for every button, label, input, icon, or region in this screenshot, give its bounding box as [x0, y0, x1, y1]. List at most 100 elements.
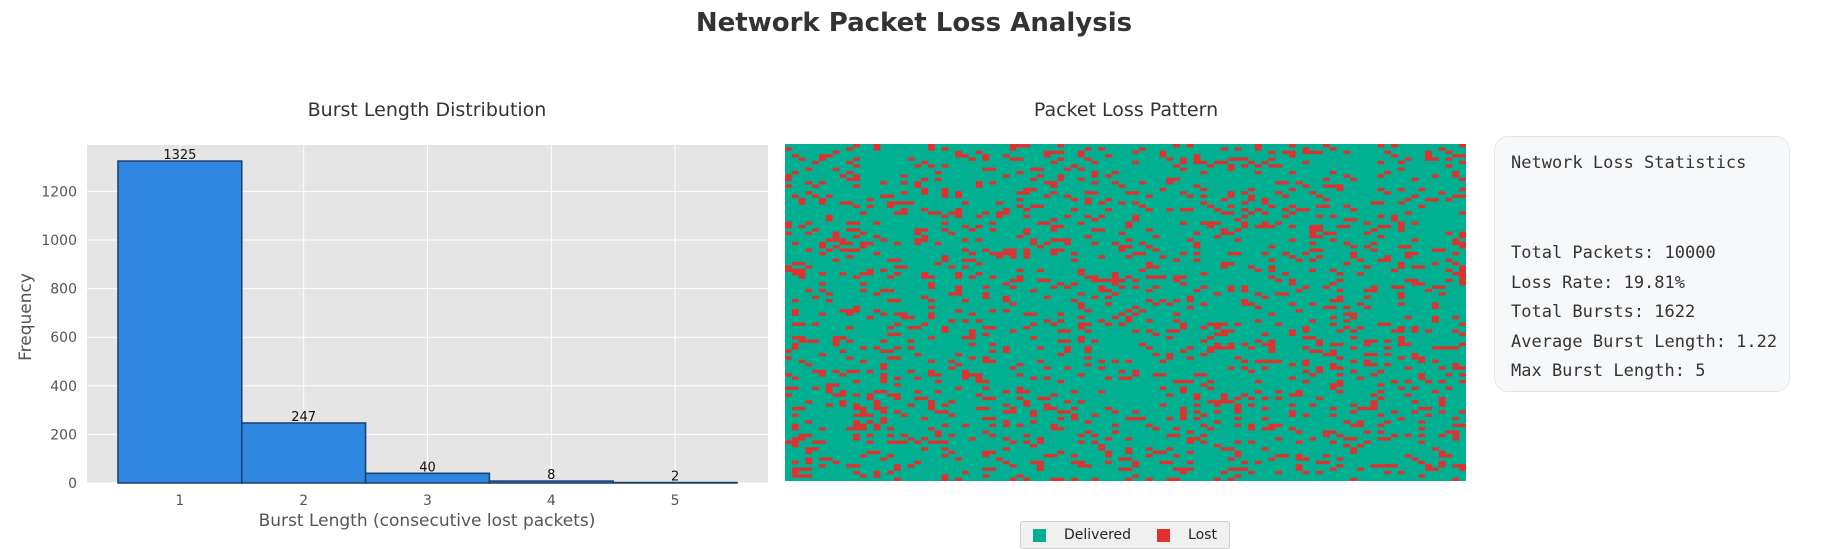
lost-packet-cell — [1214, 403, 1221, 406]
lost-packet-cell — [1330, 323, 1337, 326]
lost-packet-cell — [1126, 360, 1133, 363]
bar-chart-title: Burst Length Distribution — [308, 99, 547, 121]
lost-packet-cell — [1241, 302, 1255, 305]
lost-packet-cell — [1432, 390, 1439, 393]
lost-packet-cell — [1418, 188, 1425, 191]
lost-packet-cell — [1316, 471, 1323, 474]
lost-packet-cell — [853, 471, 860, 474]
lost-packet-cell — [1194, 417, 1201, 420]
lost-packet-cell — [1194, 161, 1208, 164]
lost-packet-cell — [1010, 407, 1017, 410]
lost-packet-cell — [1391, 410, 1398, 413]
lost-packet-cell — [1044, 403, 1051, 406]
lost-packet-cell — [839, 350, 846, 353]
lost-packet-cell — [1398, 225, 1405, 228]
lost-packet-cell — [1214, 478, 1221, 481]
lost-packet-cell — [1452, 424, 1466, 427]
lost-packet-cell — [1405, 157, 1412, 160]
lost-packet-cell — [962, 373, 982, 376]
lost-packet-cell — [1262, 161, 1269, 164]
lost-packet-cell — [1112, 292, 1119, 295]
bar — [118, 161, 242, 483]
lost-packet-cell — [914, 232, 921, 235]
lost-packet-cell — [833, 151, 840, 154]
lost-packet-cell — [1371, 464, 1398, 467]
lost-packet-cell — [805, 232, 812, 235]
lost-packet-cell — [962, 238, 969, 241]
lost-packet-cell — [1023, 313, 1037, 316]
lost-packet-cell — [1200, 441, 1207, 444]
lost-packet-cell — [1323, 198, 1330, 201]
lost-packet-cell — [853, 407, 867, 410]
lost-packet-cell — [1398, 343, 1412, 346]
lost-packet-cell — [1323, 184, 1343, 187]
lost-packet-cell — [1289, 302, 1296, 305]
lost-packet-cell — [921, 437, 928, 440]
lost-packet-cell — [792, 474, 812, 477]
lost-packet-cell — [819, 464, 826, 467]
lost-packet-cell — [1337, 356, 1344, 359]
lost-packet-cell — [921, 178, 928, 181]
lost-packet-cell — [1459, 333, 1466, 336]
lost-packet-cell — [1439, 380, 1446, 383]
lost-packet-cell — [1452, 366, 1466, 369]
lost-packet-cell — [1003, 410, 1017, 413]
lost-packet-cell — [1160, 403, 1167, 406]
lost-packet-cell — [1003, 420, 1010, 423]
lost-packet-cell — [1037, 245, 1044, 248]
legend-label-lost: Lost — [1188, 527, 1217, 543]
lost-packet-cell — [921, 272, 928, 275]
lost-packet-cell — [1309, 437, 1316, 440]
lost-packet-cell — [1452, 464, 1466, 467]
lost-packet-cell — [1166, 356, 1173, 359]
lost-packet-cell — [785, 184, 792, 187]
lost-packet-cell — [1194, 232, 1201, 235]
lost-packet-cell — [792, 323, 806, 326]
lost-packet-cell — [1228, 478, 1235, 481]
lost-packet-cell — [1091, 181, 1098, 184]
lost-packet-cell — [1112, 430, 1119, 433]
lost-packet-cell — [1180, 191, 1187, 194]
lost-packet-cell — [1343, 319, 1350, 322]
lost-packet-cell — [1017, 275, 1024, 278]
lost-packet-cell — [935, 390, 942, 393]
lost-packet-cell — [1289, 333, 1296, 336]
lost-packet-cell — [1316, 205, 1330, 208]
lost-packet-cell — [1187, 144, 1194, 147]
lost-packet-cell — [1275, 222, 1282, 225]
lost-packet-cell — [1003, 350, 1010, 353]
lost-packet-cell — [819, 457, 833, 460]
lost-packet-cell — [1343, 437, 1357, 440]
lost-packet-cell — [1091, 279, 1125, 282]
lost-packet-cell — [1371, 201, 1385, 204]
lost-packet-cell — [1139, 205, 1146, 208]
lost-packet-cell — [1214, 326, 1221, 329]
lost-packet-cell — [1398, 387, 1405, 390]
lost-packet-cell — [1255, 225, 1275, 228]
lost-packet-cell — [1017, 474, 1024, 477]
lost-packet-cell — [880, 410, 887, 413]
lost-packet-cell — [839, 272, 846, 275]
lost-packet-cell — [1330, 414, 1337, 417]
lost-packet-cell — [1010, 366, 1017, 369]
lost-packet-cell — [1337, 464, 1344, 467]
lost-packet-cell — [1350, 178, 1357, 181]
lost-packet-cell — [1126, 319, 1133, 322]
lost-packet-cell — [1200, 272, 1207, 275]
lost-packet-cell — [1371, 228, 1378, 231]
lost-packet-cell — [853, 184, 860, 187]
lost-packet-cell — [1296, 309, 1303, 312]
lost-packet-cell — [1023, 434, 1030, 437]
lost-packet-cell — [1269, 350, 1276, 353]
lost-packet-cell — [1126, 238, 1133, 241]
lost-packet-cell — [894, 242, 901, 245]
lost-packet-cell — [1132, 218, 1139, 221]
lost-packet-cell — [1337, 380, 1344, 383]
lost-packet-cell — [914, 377, 921, 380]
lost-packet-cell — [1303, 147, 1310, 150]
lost-packet-cell — [1228, 289, 1235, 292]
lost-packet-cell — [887, 427, 894, 430]
lost-packet-cell — [1105, 437, 1112, 440]
lost-packet-cell — [1139, 343, 1146, 346]
